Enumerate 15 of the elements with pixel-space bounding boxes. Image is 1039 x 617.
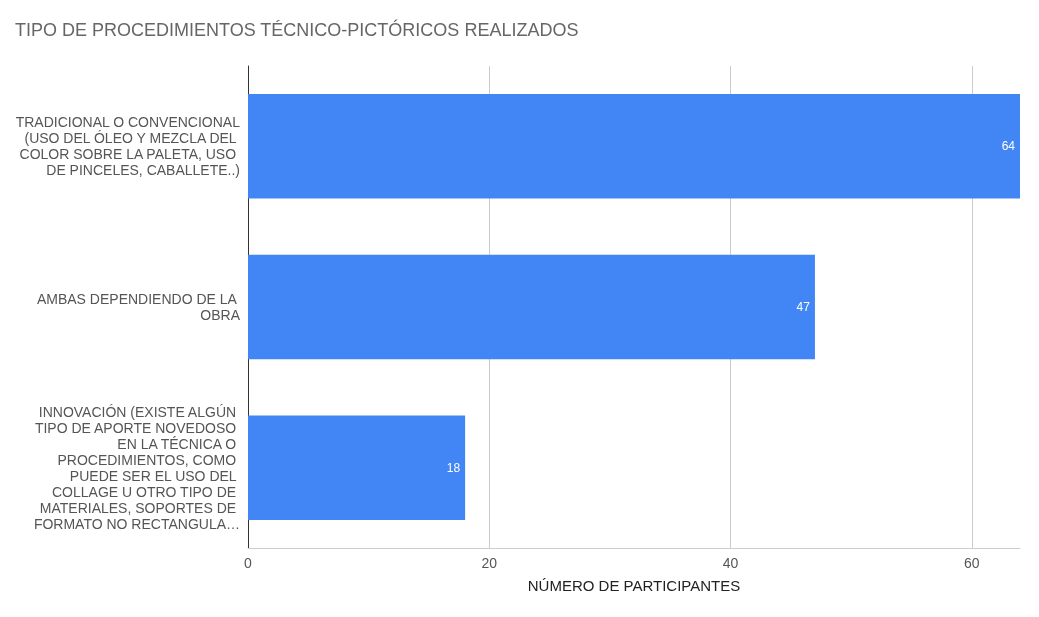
bar	[248, 94, 1020, 199]
data-label: 47	[796, 300, 811, 314]
bar	[248, 415, 466, 520]
x-tick-label: 0	[244, 555, 253, 571]
data-label: 18	[446, 460, 461, 475]
x-tick-label: 40	[722, 555, 739, 571]
x-tick-label: 60	[963, 555, 980, 571]
x-tick-label: 20	[481, 555, 498, 571]
chart-title: TIPO DE PROCEDIMIENTOS TÉCNICO-PICTÓRICOS REALIZADOS	[15, 19, 579, 40]
y-tick-label: TRADICIONAL O CONVENCIONAL (USO DEL ÓLEO Y MEZCLA DEL COLOR SOBRE LA PALETA, USO DE PINCELES, CABALLETE..)	[15, 114, 241, 179]
x-axis-title: NÚMERO DE PARTICIPANTES	[527, 577, 741, 594]
y-tick-label: INNOVACIÓN (EXISTE ALGÚN TIPO DE APORTE NOVEDOSO EN LA TÉCNICA O PROCEDIMIENTOS, COMO PUEDE SER EL USO DEL COLLAGE U OTRO TIPO DE MATERIALES, SOPORTES DE FORMATO NO RECTANGULA…	[33, 403, 240, 532]
bar	[248, 254, 815, 360]
data-label: 64	[1001, 139, 1016, 154]
y-tick-label: AMBAS DEPENDIENDO DE LA OBRA	[36, 291, 241, 323]
